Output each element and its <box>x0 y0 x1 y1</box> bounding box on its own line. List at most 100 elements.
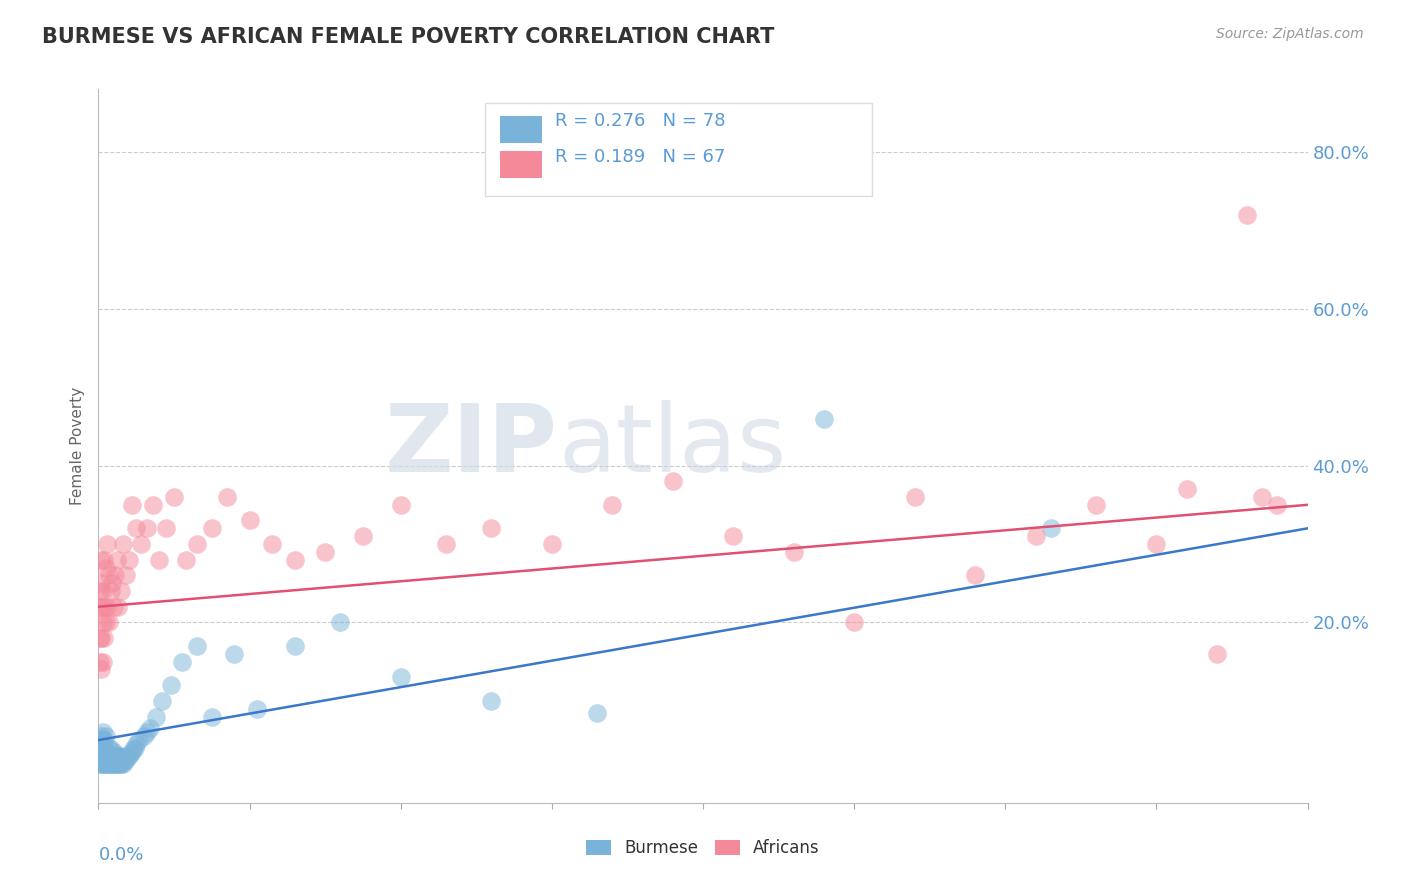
Point <box>904 490 927 504</box>
Point <box>98 756 121 771</box>
Point <box>96 537 118 551</box>
Point <box>352 529 374 543</box>
Point <box>1024 529 1046 543</box>
Point <box>89 740 111 755</box>
Point <box>389 670 412 684</box>
Point <box>90 729 112 743</box>
Point <box>93 756 115 771</box>
Point <box>90 599 112 614</box>
Point <box>1267 498 1289 512</box>
Point <box>107 599 129 614</box>
Point <box>434 537 457 551</box>
FancyBboxPatch shape <box>501 116 543 143</box>
Point <box>262 537 284 551</box>
Point <box>155 521 177 535</box>
Point <box>122 742 145 756</box>
Point <box>93 745 115 759</box>
Point <box>118 748 141 763</box>
Point <box>94 753 117 767</box>
Point <box>201 709 224 723</box>
Point <box>90 552 112 566</box>
Point <box>91 753 114 767</box>
Point <box>89 753 111 767</box>
Point <box>103 745 125 759</box>
Point <box>94 560 117 574</box>
Point <box>107 748 129 763</box>
Point <box>1236 208 1258 222</box>
Text: atlas: atlas <box>558 400 786 492</box>
Point <box>118 552 141 566</box>
Point <box>783 545 806 559</box>
Point <box>121 498 143 512</box>
Point <box>389 498 412 512</box>
Point <box>481 694 503 708</box>
Point <box>121 745 143 759</box>
Legend: Burmese, Africans: Burmese, Africans <box>578 831 828 866</box>
Point <box>145 709 167 723</box>
Point <box>105 552 128 566</box>
Point <box>98 748 121 763</box>
Point <box>89 748 111 763</box>
Point <box>239 514 262 528</box>
Text: R = 0.276   N = 78: R = 0.276 N = 78 <box>555 112 725 130</box>
Point <box>91 615 114 630</box>
Point <box>90 748 112 763</box>
Text: 0.0%: 0.0% <box>98 846 143 863</box>
Point <box>110 748 132 763</box>
Point <box>586 706 609 720</box>
Point <box>100 742 122 756</box>
Point <box>103 599 125 614</box>
Point <box>100 584 122 599</box>
Point <box>104 568 127 582</box>
Point <box>1085 498 1108 512</box>
Point <box>89 584 111 599</box>
Point <box>90 756 112 771</box>
Point <box>101 756 124 771</box>
Point <box>114 753 136 767</box>
Point <box>128 733 150 747</box>
Point <box>174 552 197 566</box>
Point <box>111 750 134 764</box>
Point <box>91 756 114 771</box>
Point <box>314 545 336 559</box>
Point <box>94 756 117 771</box>
Point <box>135 725 157 739</box>
Point <box>246 702 269 716</box>
Point <box>100 750 122 764</box>
Point <box>215 490 238 504</box>
Point <box>148 552 170 566</box>
Point <box>89 655 111 669</box>
Text: R = 0.189   N = 67: R = 0.189 N = 67 <box>555 148 725 166</box>
Point <box>96 756 118 771</box>
Point <box>96 599 118 614</box>
Point <box>170 655 193 669</box>
Point <box>90 631 112 645</box>
Point <box>90 663 112 677</box>
Point <box>1144 537 1167 551</box>
Point <box>111 537 134 551</box>
Point <box>125 521 148 535</box>
Point <box>124 740 146 755</box>
Point <box>101 576 124 591</box>
Point <box>120 747 142 761</box>
Point <box>540 537 562 551</box>
Point <box>112 755 135 769</box>
Point <box>101 748 124 763</box>
Point <box>96 745 118 759</box>
FancyBboxPatch shape <box>485 103 872 196</box>
Point <box>186 639 208 653</box>
Point <box>132 729 155 743</box>
Point <box>110 584 132 599</box>
Point <box>90 740 112 755</box>
Point <box>108 756 131 771</box>
Point <box>103 756 125 771</box>
Point <box>91 655 114 669</box>
Point <box>110 756 132 771</box>
Point <box>98 740 121 755</box>
Point <box>139 721 162 735</box>
Point <box>224 647 246 661</box>
Point <box>91 725 114 739</box>
Point <box>91 742 114 756</box>
Text: Source: ZipAtlas.com: Source: ZipAtlas.com <box>1216 27 1364 41</box>
Point <box>1039 521 1062 535</box>
